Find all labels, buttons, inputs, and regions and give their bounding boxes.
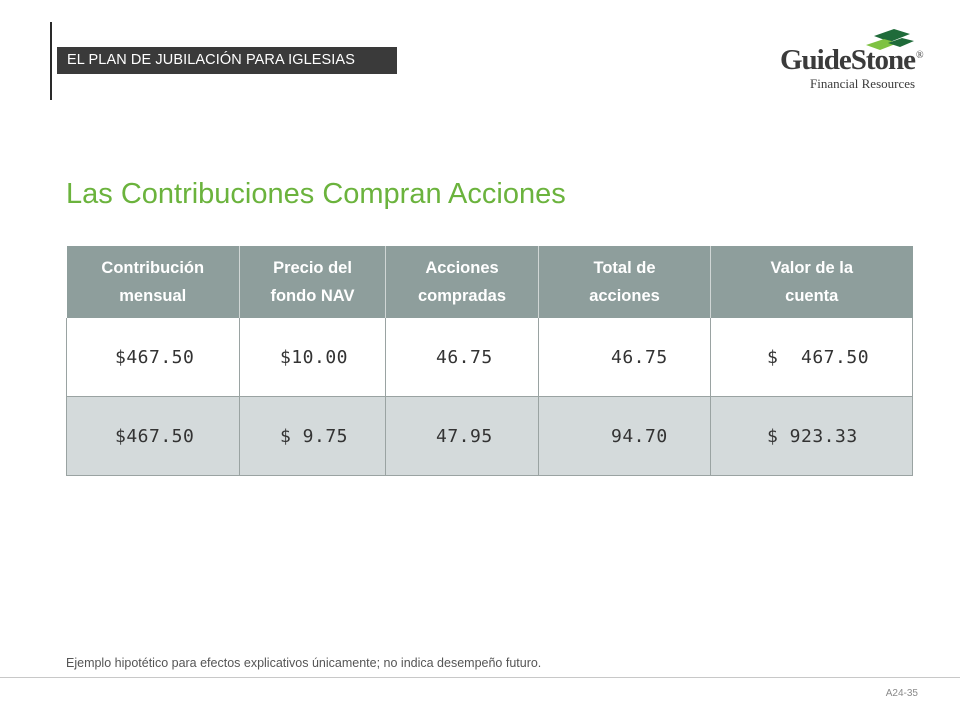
cell-account-value: $ 467.50 — [710, 318, 913, 397]
cell-shares-purchased: 47.95 — [385, 396, 539, 476]
disclaimer-footnote: Ejemplo hipotético para efectos explicat… — [66, 656, 542, 670]
logo-subtitle: Financial Resources — [810, 76, 916, 91]
cell-fund-nav-price: $ 9.75 — [239, 396, 386, 476]
header-account-value: Valor de la cuenta — [710, 246, 913, 318]
cell-total-shares: 94.70 — [538, 396, 711, 476]
guidestone-logo: GuideStone® Financial Resources — [780, 26, 924, 91]
cell-fund-nav-price: $10.00 — [239, 318, 386, 397]
section-banner: EL PLAN DE JUBILACIÓN PARA IGLESIAS — [57, 47, 397, 74]
header-total-shares: Total de acciones — [538, 246, 711, 318]
table-row: $467.50 $ 9.75 47.95 94.70 $ 923.33 — [66, 396, 913, 476]
table-row: $467.50 $10.00 46.75 46.75 $ 467.50 — [66, 318, 913, 397]
cell-monthly-contribution: $467.50 — [66, 396, 240, 476]
slide-title: Las Contribuciones Compran Acciones — [66, 178, 566, 210]
header-monthly-contribution: Contribución mensual — [66, 246, 240, 318]
page-code: A24-35 — [885, 688, 918, 699]
header-shares-purchased: Acciones compradas — [385, 246, 539, 318]
contributions-table: Contribución mensual Precio del fondo NAV … — [66, 246, 913, 476]
cell-shares-purchased: 46.75 — [385, 318, 539, 397]
logo-leaf-icon — [866, 29, 914, 50]
table-header-row: Contribución mensual Precio del fondo NAV … — [66, 246, 913, 318]
cell-total-shares: 46.75 — [538, 318, 711, 397]
cell-account-value: $ 923.33 — [710, 396, 913, 476]
footer-divider — [0, 677, 960, 678]
logo-wordmark: GuideStone® — [780, 44, 924, 76]
left-vertical-rule — [50, 22, 52, 100]
cell-monthly-contribution: $467.50 — [66, 318, 240, 397]
header-fund-nav-price: Precio del fondo NAV — [239, 246, 386, 318]
